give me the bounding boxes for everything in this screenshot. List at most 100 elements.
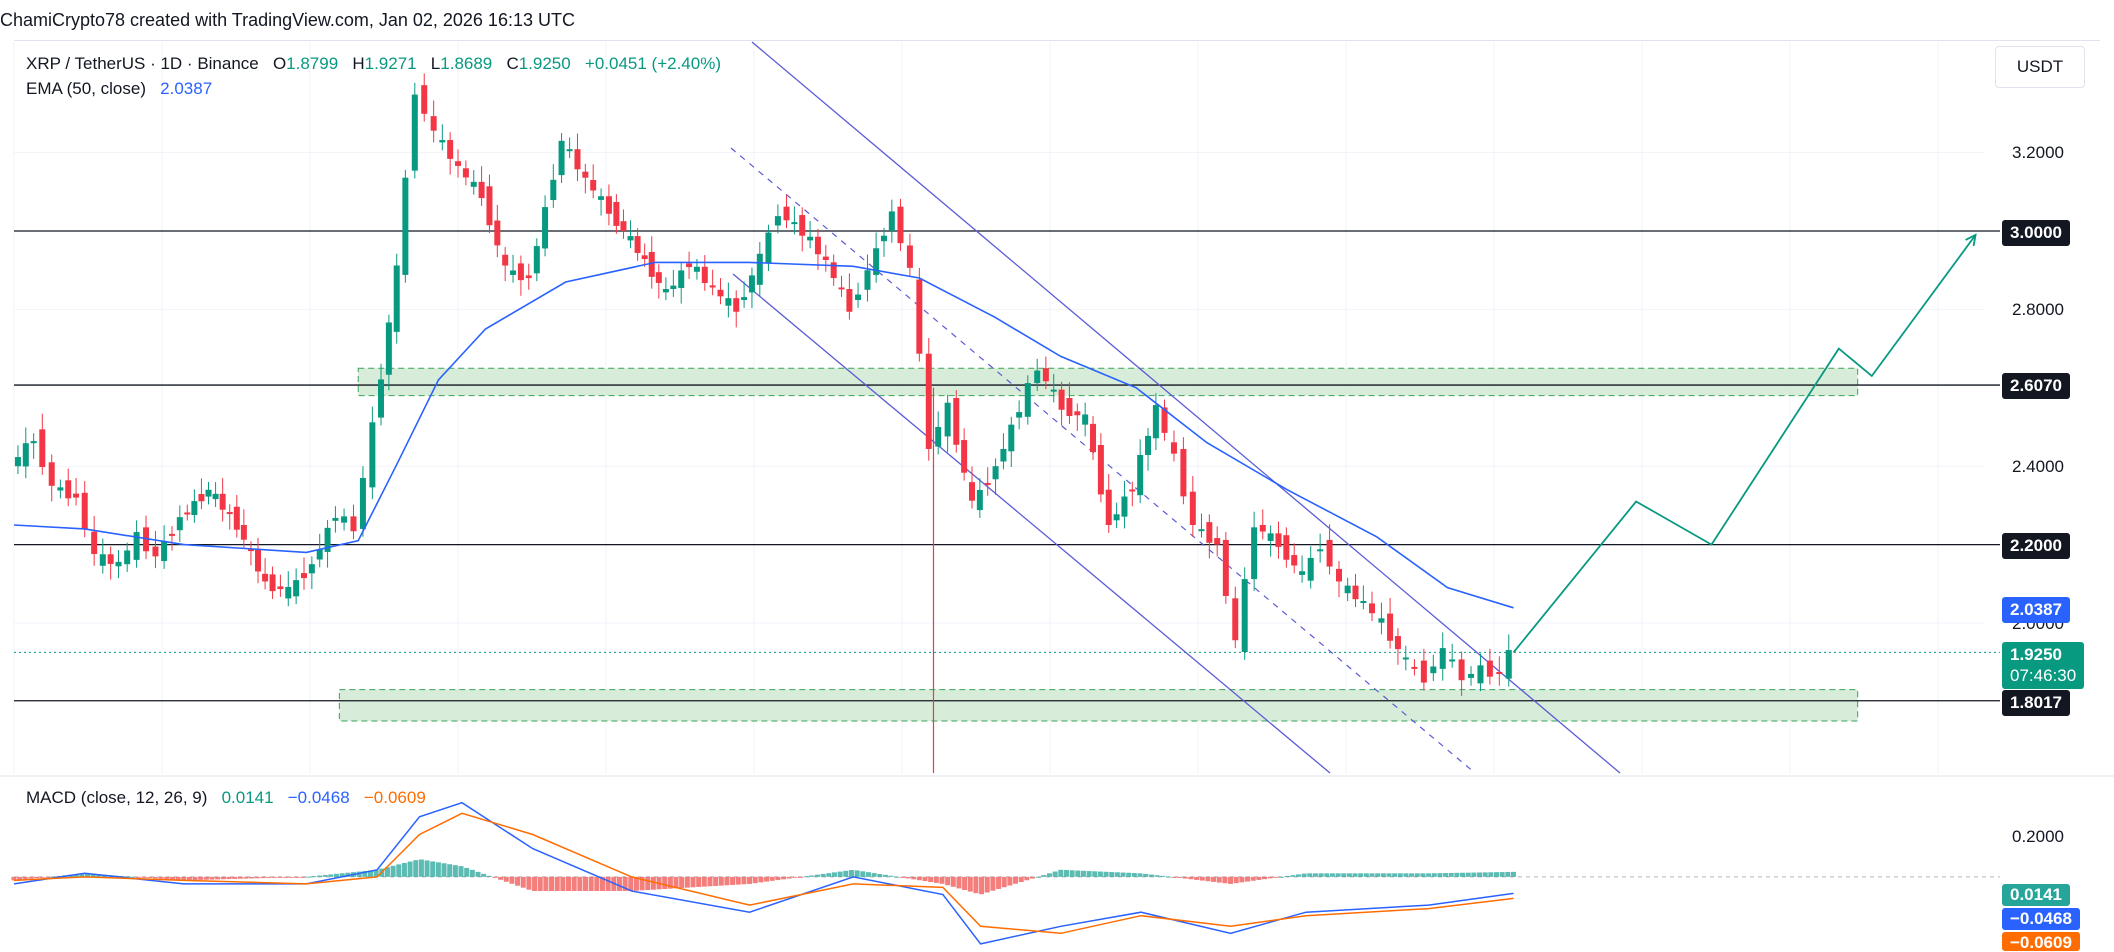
macd-hist-bar-positive bbox=[882, 874, 888, 877]
macd-hist-bar-negative bbox=[271, 876, 277, 878]
macd-hist-bar-positive bbox=[1431, 873, 1437, 877]
candle-up bbox=[22, 443, 29, 467]
chart-frame bbox=[14, 40, 2100, 952]
macd-hist-bar-negative bbox=[147, 876, 153, 878]
projection-arrowhead bbox=[1965, 233, 1977, 247]
candle-up bbox=[293, 580, 300, 597]
candle-up bbox=[880, 235, 887, 242]
macd-hist-bar-negative bbox=[633, 876, 639, 891]
macd-hist-bar-positive bbox=[413, 860, 419, 877]
macd-hist-bar-negative bbox=[28, 876, 34, 879]
macd-hist-bar-negative bbox=[594, 876, 600, 891]
macd-hist-bar-negative bbox=[254, 876, 260, 879]
candle-down bbox=[1170, 442, 1177, 454]
macd-hist-bar-positive bbox=[1046, 873, 1052, 877]
macd-hist-bar-positive bbox=[860, 871, 866, 877]
candle-up bbox=[57, 487, 64, 491]
macd-hist-bar-negative bbox=[990, 876, 996, 891]
macd-hist-bar-positive bbox=[328, 874, 334, 877]
macd-hist-bar-negative bbox=[34, 876, 40, 879]
level-tag-3: 3.0000 bbox=[2002, 220, 2070, 246]
macd-hist-bar-negative bbox=[752, 876, 758, 884]
candle-up bbox=[393, 265, 400, 332]
macd-hist-bar-negative bbox=[135, 876, 141, 878]
macd-hist-bar-negative bbox=[781, 876, 787, 880]
candle-down bbox=[897, 206, 904, 244]
macd-hist-bar-negative bbox=[1182, 876, 1188, 879]
macd-hist-bar-positive bbox=[1471, 872, 1477, 877]
macd-hist-bar-negative bbox=[1216, 876, 1222, 883]
candle-down bbox=[1129, 489, 1136, 492]
macd-hist-bar-negative bbox=[1188, 876, 1194, 880]
macd-hist-bar-negative bbox=[724, 876, 730, 886]
candle-down bbox=[1214, 538, 1221, 545]
ema-label: EMA (50, close) bbox=[26, 79, 146, 98]
candle-down bbox=[574, 149, 581, 170]
macd-hist-bar-negative bbox=[543, 876, 549, 891]
candle-down bbox=[269, 574, 276, 592]
macd-hist-bar-negative bbox=[1030, 876, 1036, 879]
last-price-value: 1.9250 bbox=[2010, 645, 2062, 664]
candle-down bbox=[240, 525, 247, 540]
candle-up bbox=[191, 501, 198, 516]
macd-hist-bar-positive bbox=[1335, 873, 1341, 877]
last-price-tag: 1.9250 07:46:30 bbox=[2002, 642, 2085, 689]
candle-down bbox=[830, 262, 837, 279]
macd-hist-bar-positive bbox=[407, 861, 413, 877]
macd-hist-bar-positive bbox=[1143, 873, 1149, 877]
macd-hist-bar-positive bbox=[848, 870, 854, 877]
macd-hist-bar-positive bbox=[464, 867, 470, 877]
macd-signal-value: −0.0609 bbox=[363, 788, 426, 807]
symbol-name[interactable]: XRP / TetherUS · 1D · Binance bbox=[26, 54, 259, 73]
high-value: 1.9271 bbox=[364, 54, 417, 73]
macd-hist-bar-positive bbox=[96, 874, 102, 877]
candle-down bbox=[255, 549, 262, 572]
candle-down bbox=[39, 429, 46, 467]
macd-hist-bar-negative bbox=[186, 876, 192, 881]
macd-hist-bar-negative bbox=[515, 876, 521, 886]
macd-legend[interactable]: MACD (close, 12, 26, 9) 0.0141 −0.0468 −… bbox=[26, 788, 426, 808]
candle-down bbox=[984, 482, 991, 485]
currency-button[interactable]: USDT bbox=[1995, 46, 2085, 88]
candle-down bbox=[648, 251, 655, 277]
candle-up bbox=[1121, 496, 1128, 517]
candle-down bbox=[968, 482, 975, 501]
macd-hist-bar-positive bbox=[1086, 871, 1092, 877]
macd-hist-bar-negative bbox=[537, 876, 543, 891]
candle-down bbox=[168, 533, 175, 536]
candle-up bbox=[1145, 435, 1152, 455]
candle-up bbox=[725, 298, 732, 306]
macd-hist-bar-positive bbox=[1346, 873, 1352, 877]
macd-label: MACD (close, 12, 26, 9) bbox=[26, 788, 208, 807]
macd-hist-bar-positive bbox=[339, 873, 345, 877]
candle-up bbox=[332, 517, 339, 521]
macd-hist-bar-negative bbox=[696, 876, 702, 887]
macd-hist-bar-positive bbox=[1397, 873, 1403, 877]
ema-legend[interactable]: EMA (50, close) 2.0387 bbox=[26, 79, 212, 99]
candle-up bbox=[385, 322, 392, 375]
candle-up bbox=[935, 427, 942, 447]
close-label: C bbox=[506, 54, 519, 73]
macd-hist-bar-positive bbox=[1454, 872, 1460, 877]
candle-down bbox=[525, 275, 532, 279]
macd-hist-bar-positive bbox=[130, 876, 136, 878]
candle-up bbox=[124, 550, 131, 565]
macd-hist-bar-positive bbox=[1414, 873, 1420, 877]
macd-hist-bar-positive bbox=[1148, 874, 1154, 877]
candle-down bbox=[1458, 659, 1465, 681]
candle-down bbox=[582, 171, 589, 178]
macd-hist-bar-positive bbox=[1437, 873, 1443, 877]
candle-down bbox=[421, 85, 428, 114]
candle-up bbox=[1468, 673, 1475, 678]
macd-hist-bar-positive bbox=[1160, 875, 1166, 877]
macd-hist-bar-positive bbox=[1035, 876, 1041, 878]
ema-line bbox=[13, 261, 1514, 609]
macd-hist-bar-positive bbox=[1369, 873, 1375, 877]
candle-down bbox=[709, 285, 716, 288]
macd-hist-bar-positive bbox=[1352, 873, 1358, 877]
macd-hist-bar-positive bbox=[1493, 872, 1499, 877]
macd-hist-bar-positive bbox=[1075, 870, 1081, 877]
candle-down bbox=[1275, 533, 1282, 547]
candle-down bbox=[641, 255, 648, 260]
